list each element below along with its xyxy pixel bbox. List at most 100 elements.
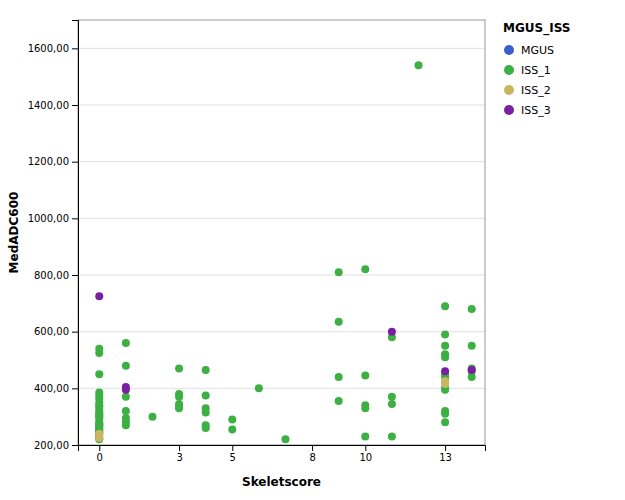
point bbox=[361, 265, 369, 273]
point bbox=[122, 393, 130, 401]
point bbox=[441, 380, 449, 388]
tick: 13 bbox=[439, 445, 452, 463]
tick-label: 1200,00 bbox=[28, 156, 69, 167]
point bbox=[388, 328, 396, 336]
tick-mark bbox=[72, 218, 78, 219]
tick-mark bbox=[72, 275, 78, 276]
tick: 200,00 bbox=[34, 440, 78, 451]
tick-label: 1600,00 bbox=[28, 43, 69, 54]
point bbox=[175, 393, 183, 401]
tick: 400,00 bbox=[34, 383, 78, 394]
tick-mark bbox=[72, 332, 78, 333]
legend-swatch bbox=[504, 45, 514, 55]
series bbox=[95, 377, 449, 442]
grid-line bbox=[78, 161, 485, 162]
tick-label: 1000,00 bbox=[28, 213, 69, 224]
point bbox=[441, 302, 449, 310]
point bbox=[441, 342, 449, 350]
tick: 5 bbox=[230, 445, 236, 463]
point bbox=[441, 331, 449, 339]
point bbox=[361, 433, 369, 441]
point bbox=[441, 353, 449, 361]
point bbox=[95, 349, 103, 357]
tick: 1400,00 bbox=[28, 100, 78, 111]
axis-line bbox=[79, 446, 486, 452]
chart: 0 3 5 8 10 13 200,00 400,00 600,00 800,00 1000,00 1… bbox=[0, 0, 625, 500]
point bbox=[202, 391, 210, 399]
point bbox=[388, 400, 396, 408]
y-axis: 200,00 400,00 600,00 800,00 1000,00 1200,00 14… bbox=[28, 21, 79, 451]
tick-label: 1400,00 bbox=[28, 100, 69, 111]
legend: MGUS_ISSMGUSISS_1ISS_2ISS_3 bbox=[503, 21, 570, 117]
point bbox=[255, 384, 263, 392]
tick-mark bbox=[72, 388, 78, 389]
tick-mark bbox=[72, 162, 78, 163]
legend-swatch bbox=[504, 105, 514, 115]
point bbox=[148, 413, 156, 421]
axis-line bbox=[72, 21, 79, 446]
y-axis-title: MedADC600 bbox=[7, 192, 21, 274]
point bbox=[361, 372, 369, 380]
legend-item: ISS_1 bbox=[504, 64, 551, 77]
tick: 1200,00 bbox=[28, 156, 78, 167]
tick-label: 0 bbox=[97, 452, 103, 463]
tick-mark bbox=[72, 445, 78, 446]
point bbox=[175, 404, 183, 412]
tick: 1600,00 bbox=[28, 43, 78, 54]
point bbox=[468, 305, 476, 313]
tick: 1000,00 bbox=[28, 213, 78, 224]
plot-frame bbox=[78, 20, 485, 445]
series bbox=[95, 61, 475, 443]
point bbox=[335, 397, 343, 405]
point bbox=[202, 408, 210, 416]
grid-line bbox=[78, 331, 485, 332]
point bbox=[388, 433, 396, 441]
point bbox=[202, 366, 210, 374]
tick-label: 8 bbox=[309, 452, 315, 463]
tick: 800,00 bbox=[34, 270, 78, 281]
tick-mark bbox=[365, 445, 366, 451]
point bbox=[281, 435, 289, 443]
tick: 600,00 bbox=[34, 326, 78, 337]
point bbox=[361, 404, 369, 412]
tick-label: 600,00 bbox=[34, 326, 69, 337]
tick-mark bbox=[72, 48, 78, 49]
point bbox=[335, 268, 343, 276]
tick: 8 bbox=[309, 445, 315, 463]
point bbox=[95, 370, 103, 378]
legend-label: MGUS bbox=[521, 44, 554, 57]
legend-item: MGUS bbox=[504, 44, 554, 57]
point bbox=[95, 434, 103, 442]
legend-label: ISS_2 bbox=[521, 84, 551, 97]
tick-label: 5 bbox=[230, 452, 236, 463]
point bbox=[122, 386, 130, 394]
point bbox=[468, 373, 476, 381]
grid-line bbox=[78, 105, 485, 106]
point bbox=[202, 424, 210, 432]
grid-line bbox=[78, 388, 485, 389]
tick-label: 10 bbox=[359, 452, 372, 463]
point bbox=[441, 367, 449, 375]
point bbox=[335, 318, 343, 326]
legend-label: ISS_1 bbox=[521, 64, 551, 77]
point bbox=[441, 418, 449, 426]
grid-line bbox=[78, 218, 485, 219]
grid-line bbox=[78, 275, 485, 276]
grid-line bbox=[78, 48, 485, 49]
point bbox=[122, 339, 130, 347]
legend-item: ISS_2 bbox=[504, 84, 551, 97]
plot-area: 0 3 5 8 10 13 200,00 400,00 600,00 800,00 1000,00 1… bbox=[28, 20, 486, 463]
tick: 3 bbox=[176, 445, 182, 463]
tick-mark bbox=[445, 445, 446, 451]
point bbox=[95, 292, 103, 300]
series bbox=[95, 292, 475, 394]
point bbox=[95, 434, 103, 442]
legend-swatch bbox=[504, 65, 514, 75]
tick-label: 400,00 bbox=[34, 383, 69, 394]
tick-label: 3 bbox=[176, 452, 182, 463]
points bbox=[95, 61, 475, 443]
tick-mark bbox=[72, 105, 78, 106]
tick-mark bbox=[99, 445, 100, 451]
point bbox=[228, 425, 236, 433]
point bbox=[468, 366, 476, 374]
